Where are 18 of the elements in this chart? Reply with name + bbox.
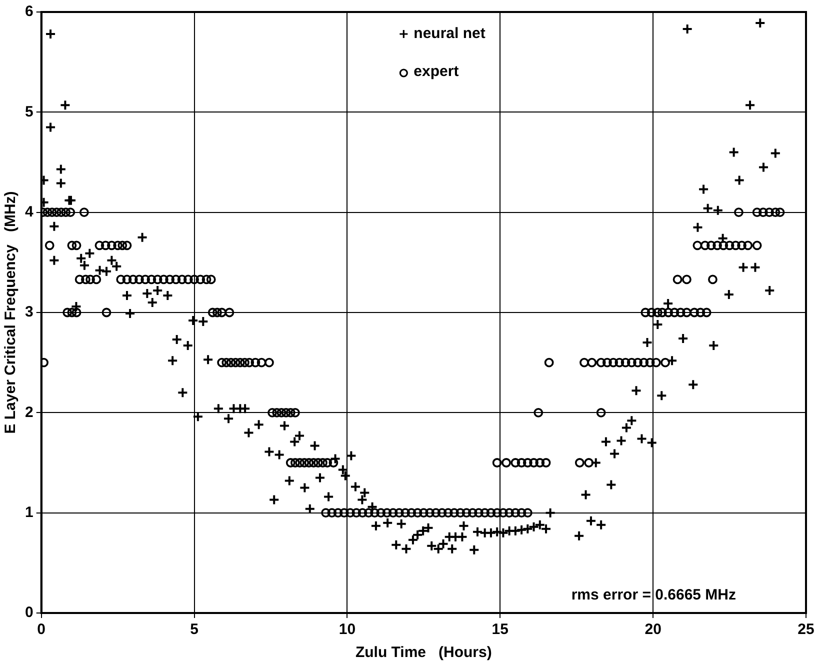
x-tick-label: 5: [190, 621, 198, 638]
legend-label: expert: [414, 63, 459, 80]
x-tick-label: 20: [644, 621, 662, 638]
legend-label: neural net: [414, 25, 486, 42]
y-tick-label: 5: [25, 103, 34, 120]
annotation: rms error = 0.6665 MHz: [571, 586, 736, 604]
x-tick-label: 10: [338, 621, 356, 638]
y-tick-label: 3: [25, 304, 34, 321]
y-tick-label: 1: [25, 504, 34, 521]
y-tick-label: 2: [25, 404, 34, 421]
y-tick-label: 0: [25, 604, 34, 622]
y-tick-label: 4: [25, 203, 34, 220]
x-tick-label: 0: [37, 621, 46, 638]
y-tick-label: 6: [25, 3, 34, 20]
x-axis-title: Zulu Time (Hours): [355, 644, 492, 662]
y-axis-title: E Layer Critical Frequency (MHz): [2, 191, 20, 434]
x-tick-label: 25: [798, 621, 814, 638]
x-tick-label: 15: [492, 621, 508, 638]
